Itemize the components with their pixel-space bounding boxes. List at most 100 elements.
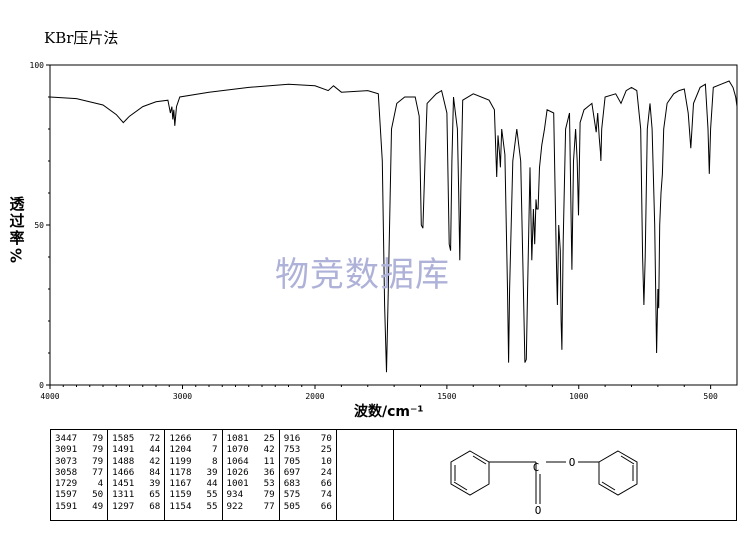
peak-transmittance: 25 (263, 433, 275, 444)
x-tick-label: 1000 (569, 392, 588, 401)
peak-table-row: 1001 53 (227, 478, 275, 489)
peak-wavenumber: 1297 (112, 500, 135, 512)
benzene-ring-right (598, 450, 638, 496)
peak-table-row: 1491 44 (112, 444, 160, 455)
x-axis-ticks: 4000 3000 2000 1500 1000 500 (40, 385, 718, 401)
peak-transmittance: 79 (92, 444, 104, 456)
peak-wavenumber: 916 (283, 433, 301, 444)
peak-transmittance: 77 (92, 466, 104, 478)
peak-table-row: 683 66 (284, 478, 332, 489)
peak-table-row: 1597 50 (55, 489, 103, 500)
peak-table-row: 1167 44 (169, 478, 217, 489)
peak-table: 3447 79 3091 79 3073 79 3058 77 1729 4 1597 50 1591 4… (50, 429, 394, 521)
peak-table-row: 1585 72 (112, 433, 160, 444)
peak-table-row: 753 25 (284, 444, 332, 455)
x-tick-label: 3000 (173, 392, 192, 401)
plot-frame (49, 64, 738, 386)
peak-table-row: 1178 39 (169, 467, 217, 478)
peak-transmittance: 10 (320, 455, 332, 467)
peak-table-row: 1204 7 (169, 444, 217, 455)
peak-wavenumber: 1159 (169, 489, 192, 501)
peak-transmittance: 25 (320, 444, 332, 456)
peak-table-row: 1297 68 (112, 501, 160, 512)
peak-transmittance: 4 (97, 478, 104, 490)
peak-transmittance: 44 (206, 478, 218, 490)
peak-transmittance: 55 (206, 489, 218, 501)
peak-wavenumber: 683 (283, 478, 301, 490)
peak-transmittance: 79 (92, 455, 104, 467)
peak-wavenumber: 1081 (226, 433, 249, 444)
y-axis-label-char: 透 (9, 195, 25, 213)
x-axis-label: 波数/cm⁻¹ (354, 404, 424, 420)
peak-wavenumber: 705 (283, 455, 301, 467)
peak-table-column: 1266 7 1204 7 1199 8 1178 39 1167 44 1159 55 1154 55 (165, 430, 223, 520)
peak-wavenumber: 1591 (55, 500, 78, 512)
x-tick-label: 500 (703, 392, 718, 401)
peak-transmittance: 72 (149, 433, 161, 444)
peak-table-row: 922 77 (227, 501, 275, 512)
peak-table-row: 1070 42 (227, 444, 275, 455)
peak-transmittance: 7 (211, 433, 218, 444)
peak-table-row: 505 66 (284, 501, 332, 512)
peak-wavenumber: 575 (283, 489, 301, 501)
peak-wavenumber: 934 (226, 489, 244, 501)
peak-wavenumber: 753 (283, 444, 301, 456)
peak-table-row: 697 24 (284, 467, 332, 478)
y-axis-label-char: 率 (9, 229, 25, 247)
peak-wavenumber: 1466 (112, 466, 135, 478)
ir-spectrum-chart: 4000 3000 2000 1500 1000 500 0 50 100 (30, 61, 738, 401)
peak-table-row: 1591 49 (55, 501, 103, 512)
peak-table-column: 3447 79 3091 79 3073 79 3058 77 1729 4 1597 50 1591 4… (51, 430, 109, 520)
peak-table-column: 916 70 753 25 705 10 697 24 683 66 575 74 505 66 (280, 430, 337, 520)
peak-table-row: 1451 39 (112, 478, 160, 489)
peak-transmittance: 70 (320, 433, 332, 444)
peak-wavenumber: 3073 (55, 455, 78, 467)
peak-wavenumber: 1070 (226, 444, 249, 456)
benzene-ring-left (450, 450, 490, 496)
x-tick-label: 2000 (305, 392, 324, 401)
peak-transmittance: 8 (211, 455, 218, 467)
peak-table-row: 705 10 (284, 456, 332, 467)
peak-transmittance: 11 (263, 455, 275, 467)
peak-table-row: 1266 7 (169, 433, 217, 444)
peak-table-column: 1585 72 1491 44 1488 42 1466 84 1451 39 1311 65 1297… (108, 430, 166, 520)
peak-wavenumber: 1001 (226, 478, 249, 490)
peak-transmittance: 24 (320, 466, 332, 478)
peak-transmittance: 79 (263, 489, 275, 501)
peak-transmittance: 39 (206, 466, 218, 478)
spectrum-line (49, 80, 738, 373)
peak-table-column: 1081 25 1070 42 1064 11 1026 36 1001 53 934 79 922 77 (223, 430, 280, 520)
peak-table-row: 1159 55 (169, 489, 217, 500)
peak-wavenumber: 1154 (169, 500, 192, 512)
x-tick-label: 4000 (40, 392, 59, 401)
peak-wavenumber: 922 (226, 500, 244, 512)
peak-transmittance: 49 (92, 500, 104, 512)
carbonyl-oxygen-label: O (535, 504, 542, 517)
peak-wavenumber: 505 (283, 500, 301, 512)
peak-table-row: 1729 4 (55, 478, 103, 489)
peak-table-row: 1154 55 (169, 501, 217, 512)
structure-panel: C O O (394, 429, 737, 521)
peak-table-row: 934 79 (227, 489, 275, 500)
ester-oxygen-label: O (569, 456, 576, 469)
peak-wavenumber: 1026 (226, 466, 249, 478)
peak-wavenumber: 697 (283, 466, 301, 478)
peak-transmittance: 84 (149, 466, 161, 478)
x-tick-label: 1500 (437, 392, 456, 401)
carbonyl-carbon-label: C (533, 461, 540, 474)
y-axis-label: 透 过 率 % (6, 196, 28, 264)
peak-transmittance: 79 (92, 433, 104, 444)
peak-table-row: 1311 65 (112, 489, 160, 500)
peak-wavenumber: 1311 (112, 489, 135, 501)
peak-transmittance: 74 (320, 489, 332, 501)
y-axis-label-char: 过 (9, 212, 25, 230)
page-title: KBr压片法 (44, 29, 119, 47)
peak-wavenumber: 1491 (112, 444, 135, 456)
peak-table-row: 1199 8 (169, 456, 217, 467)
peak-transmittance: 77 (263, 500, 275, 512)
peak-transmittance: 68 (149, 500, 161, 512)
peak-table-row: 3073 79 (55, 456, 103, 467)
y-tick-label: 50 (34, 221, 44, 230)
peak-wavenumber: 3447 (55, 433, 78, 444)
peak-wavenumber: 1729 (55, 478, 78, 490)
